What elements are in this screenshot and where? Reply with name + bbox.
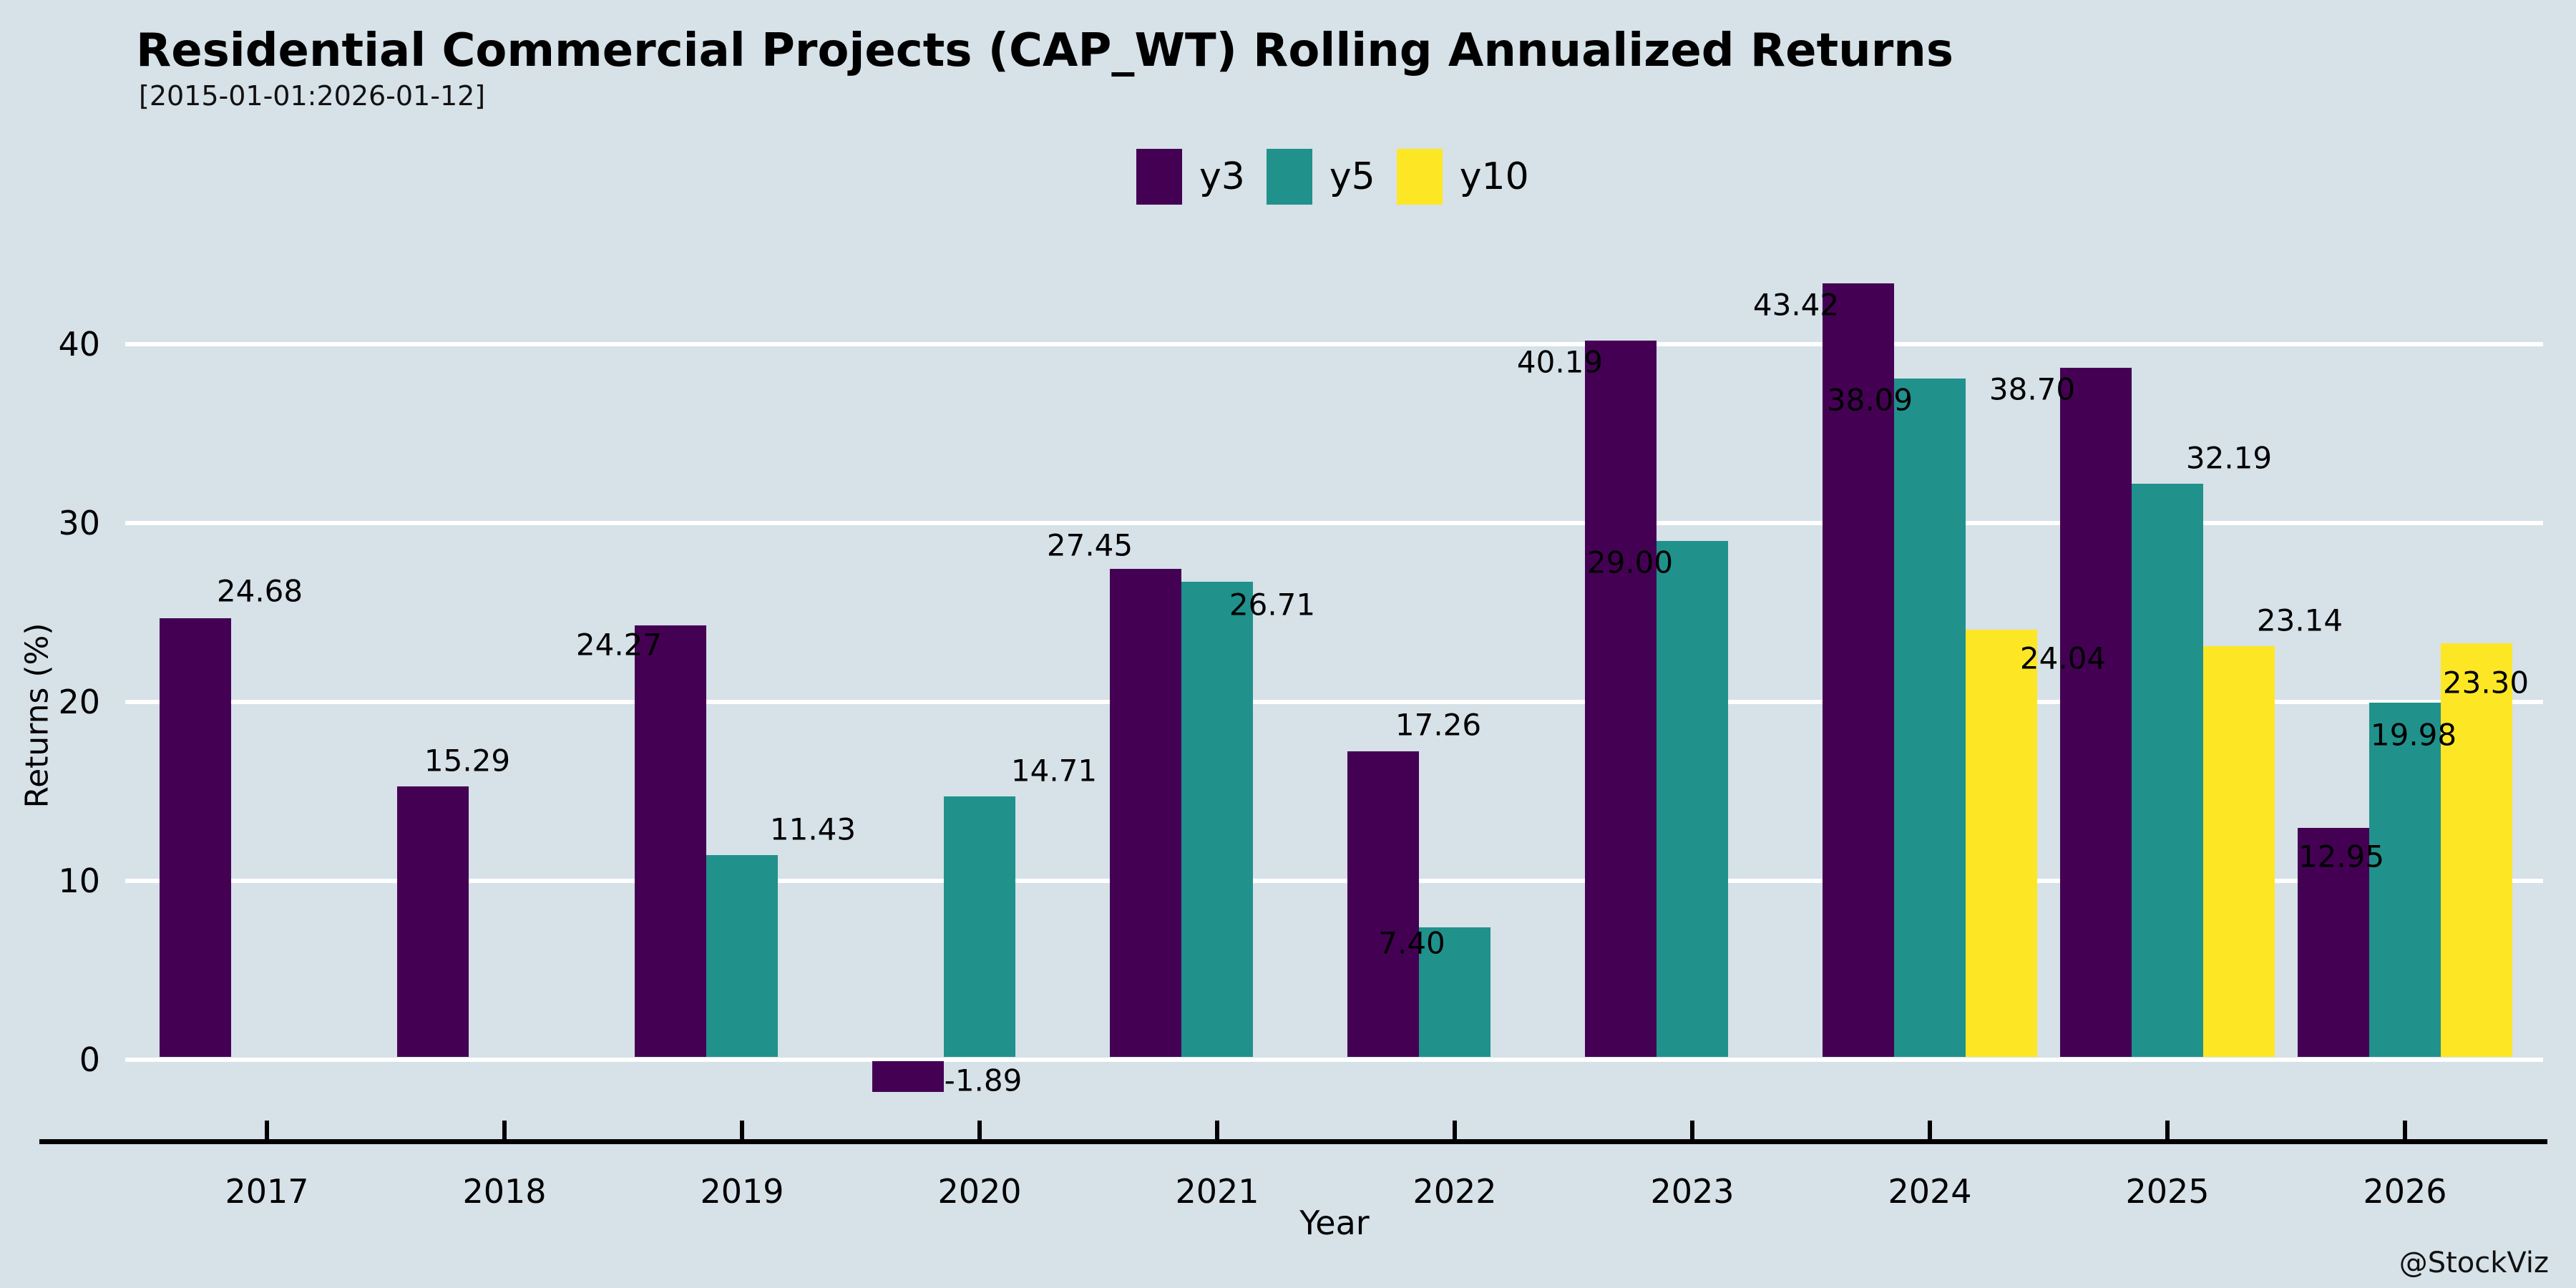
bar-label-2025-y5: 32.19 <box>2185 440 2273 476</box>
bar-2024-y5 <box>1894 378 1966 1057</box>
bar-label-2017-y3: 24.68 <box>216 573 303 609</box>
x-tick-label-2022: 2022 <box>1413 1172 1497 1211</box>
bar-label-2024-y5: 38.09 <box>1826 382 1913 418</box>
bar-label-2020-y3: -1.89 <box>944 1063 1023 1098</box>
x-tick-mark-2019 <box>740 1121 744 1139</box>
bar-label-2019-y3: 24.27 <box>575 627 663 663</box>
x-tick-label-2026: 2026 <box>2363 1172 2447 1211</box>
x-tick-mark-2018 <box>502 1121 507 1139</box>
x-tick-label-2020: 2020 <box>937 1172 1022 1211</box>
x-tick-label-2023: 2023 <box>1650 1172 1735 1211</box>
bar-label-2024-y10: 24.04 <box>2019 640 2107 676</box>
bar-2026-y3 <box>2298 828 2369 1057</box>
bar-label-2022-y5: 7.40 <box>1378 925 1445 961</box>
bar-2017-y3 <box>160 618 231 1057</box>
chart-subtitle: [2015-01-01:2026-01-12] <box>139 80 486 112</box>
bar-label-2021-y5: 26.71 <box>1229 587 1316 623</box>
bar-2020-y5 <box>944 796 1015 1057</box>
bar-2021-y3 <box>1110 568 1181 1057</box>
y-tick-label-40: 40 <box>58 325 100 364</box>
legend-swatch-y5 <box>1266 149 1312 205</box>
bar-2020-y3 <box>872 1061 944 1093</box>
bar-2021-y5 <box>1181 582 1253 1057</box>
y-tick-label-30: 30 <box>58 504 100 542</box>
x-tick-mark-2021 <box>1215 1121 1219 1139</box>
legend: y3 y5 y10 <box>1136 147 1551 207</box>
bar-label-2025-y3: 38.70 <box>1989 371 2076 406</box>
gridline-30 <box>125 521 2543 525</box>
legend-label-y5: y5 <box>1329 155 1375 198</box>
bar-2024-y10 <box>1966 630 2037 1057</box>
bar-label-2023-y5: 29.00 <box>1586 545 1674 580</box>
bar-label-2026-y3: 12.95 <box>2298 839 2385 874</box>
bar-label-2019-y5: 11.43 <box>769 811 857 847</box>
bar-label-2020-y5: 14.71 <box>1010 753 1098 789</box>
bar-label-2026-y10: 23.30 <box>2442 665 2529 700</box>
bar-2025-y10 <box>2203 645 2275 1057</box>
bar-label-2026-y5: 19.98 <box>2370 717 2457 752</box>
bar-2022-y3 <box>1347 751 1419 1057</box>
bar-2026-y10 <box>2441 643 2512 1057</box>
bar-label-2025-y10: 23.14 <box>2256 602 2343 638</box>
legend-item-y3: y3 <box>1136 149 1245 205</box>
x-axis-line <box>39 1139 2547 1144</box>
bar-label-2021-y3: 27.45 <box>1046 527 1133 563</box>
bar-2023-y5 <box>1657 541 1728 1057</box>
x-tick-mark-2020 <box>977 1121 982 1139</box>
y-tick-label-0: 0 <box>79 1040 100 1079</box>
bar-2025-y5 <box>2132 484 2203 1057</box>
x-tick-label-2018: 2018 <box>462 1172 547 1211</box>
bar-2025-y3 <box>2060 367 2132 1057</box>
bar-2019-y5 <box>706 855 778 1057</box>
chart-title: Residential Commercial Projects (CAP_WT)… <box>136 24 1953 77</box>
x-tick-mark-2025 <box>2165 1121 2170 1139</box>
x-tick-mark-2022 <box>1453 1121 1457 1139</box>
bar-label-2024-y3: 43.42 <box>1752 287 1840 322</box>
legend-label-y10: y10 <box>1459 155 1529 198</box>
bar-label-2023-y3: 40.19 <box>1516 344 1604 380</box>
legend-swatch-y3 <box>1136 149 1182 205</box>
bar-2019-y3 <box>635 625 706 1057</box>
x-tick-mark-2023 <box>1690 1121 1694 1139</box>
y-tick-label-20: 20 <box>58 683 100 721</box>
bar-2026-y5 <box>2369 702 2441 1057</box>
legend-swatch-y10 <box>1396 149 1443 205</box>
gridline-10 <box>125 879 2543 883</box>
x-tick-label-2017: 2017 <box>225 1172 309 1211</box>
gridline-40 <box>125 342 2543 346</box>
legend-item-y10: y10 <box>1396 149 1529 205</box>
bar-2024-y3 <box>1823 283 1894 1057</box>
bar-2023-y3 <box>1585 341 1657 1057</box>
x-tick-mark-2017 <box>265 1121 269 1139</box>
bar-2022-y5 <box>1419 927 1491 1057</box>
bar-2018-y3 <box>397 786 469 1057</box>
x-axis-title: Year <box>1299 1204 1370 1242</box>
gridline-20 <box>125 700 2543 704</box>
x-tick-label-2021: 2021 <box>1175 1172 1259 1211</box>
watermark: @StockViz <box>2399 1246 2549 1279</box>
y-tick-label-10: 10 <box>58 862 100 900</box>
bar-label-2022-y3: 17.26 <box>1395 707 1482 742</box>
gridline-0 <box>125 1058 2543 1062</box>
x-tick-label-2019: 2019 <box>700 1172 784 1211</box>
bar-label-2018-y3: 15.29 <box>424 743 511 779</box>
x-tick-mark-2026 <box>2403 1121 2407 1139</box>
x-tick-label-2025: 2025 <box>2125 1172 2210 1211</box>
x-tick-mark-2024 <box>1928 1121 1932 1139</box>
x-tick-label-2024: 2024 <box>1888 1172 1972 1211</box>
legend-item-y5: y5 <box>1266 149 1375 205</box>
legend-label-y3: y3 <box>1199 155 1245 198</box>
